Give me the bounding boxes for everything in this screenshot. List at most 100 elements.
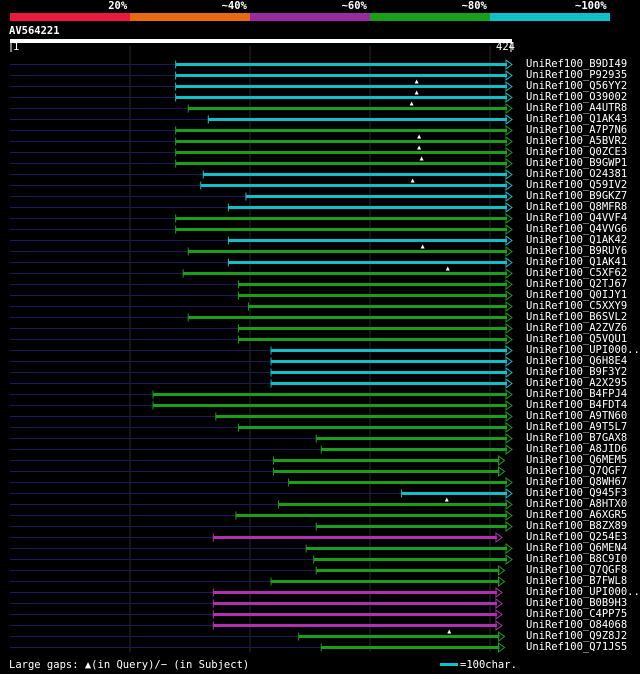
hit-bar[interactable] (153, 404, 507, 407)
hit-bar[interactable] (175, 85, 507, 88)
hit-label[interactable]: UniRef100_Q59IV2 (526, 179, 628, 191)
hit-label[interactable]: UniRef100_Q8WH67 (526, 476, 628, 488)
hit-label[interactable]: UniRef100_A9TN60 (526, 410, 628, 422)
hit-label[interactable]: UniRef100_Q1AK41 (526, 256, 628, 268)
hit-bar[interactable] (298, 635, 500, 638)
hit-bar[interactable] (321, 448, 507, 451)
hit-label[interactable]: UniRef100_Q56YY2 (526, 80, 628, 92)
hit-label[interactable]: UniRef100_B9DI49 (526, 58, 628, 70)
hit-label[interactable]: UniRef100_Q9Z8J2 (526, 630, 628, 642)
hit-label[interactable]: UniRef100_A2ZVZ6 (526, 322, 628, 334)
hit-bar[interactable] (245, 195, 507, 198)
hit-bar[interactable] (271, 371, 507, 374)
hit-label[interactable]: UniRef100_B9RUY6 (526, 245, 628, 257)
hit-bar[interactable] (248, 305, 507, 308)
hit-bar[interactable] (188, 250, 507, 253)
hit-bar[interactable] (183, 272, 507, 275)
hit-label[interactable]: UniRef100_A5BVR2 (526, 135, 628, 147)
hit-label[interactable]: UniRef100_B7GAX8 (526, 432, 628, 444)
hit-bar[interactable] (188, 316, 507, 319)
hit-bar[interactable] (278, 503, 507, 506)
hit-bar[interactable] (238, 338, 507, 341)
hit-label[interactable]: UniRef100_Q0IJY1 (526, 289, 628, 301)
hit-label[interactable]: UniRef100_A8JID6 (526, 443, 628, 455)
hit-label[interactable]: UniRef100_Q4VVF4 (526, 212, 628, 224)
hit-label[interactable]: UniRef100_C5XF62 (526, 267, 628, 279)
hit-bar[interactable] (316, 437, 507, 440)
hit-label[interactable]: UniRef100_Q0ZCE3 (526, 146, 628, 158)
hit-label[interactable]: UniRef100_B4FPJ4 (526, 388, 628, 400)
hit-bar[interactable] (271, 580, 500, 583)
hit-label[interactable]: UniRef100_B9GKZ7 (526, 190, 628, 202)
hit-bar[interactable] (228, 261, 507, 264)
hit-bar[interactable] (316, 525, 507, 528)
hit-label[interactable]: UniRef100_O39002 (526, 91, 628, 103)
hit-bar[interactable] (175, 96, 507, 99)
hit-label[interactable]: UniRef100_P92935 (526, 69, 628, 81)
hit-bar[interactable] (213, 536, 497, 539)
hit-bar[interactable] (175, 162, 507, 165)
hit-bar[interactable] (208, 118, 508, 121)
hit-label[interactable]: UniRef100_C4PP75 (526, 608, 628, 620)
hit-bar[interactable] (288, 481, 507, 484)
hit-bar[interactable] (203, 173, 507, 176)
hit-label[interactable]: UniRef100_B4FDT4 (526, 399, 628, 411)
hit-bar[interactable] (273, 459, 500, 462)
hit-bar[interactable] (321, 646, 500, 649)
hit-label[interactable]: UniRef100_B6SVL2 (526, 311, 628, 323)
hit-label[interactable]: UniRef100_B9GWP1 (526, 157, 628, 169)
hit-bar[interactable] (188, 107, 507, 110)
hit-bar[interactable] (153, 393, 507, 396)
hit-bar[interactable] (271, 360, 507, 363)
hit-bar[interactable] (213, 624, 497, 627)
hit-bar[interactable] (213, 602, 497, 605)
hit-label[interactable]: UniRef100_Q7QGF8 (526, 564, 628, 576)
hit-bar[interactable] (175, 217, 507, 220)
hit-label[interactable]: UniRef100_UPI000.. (526, 344, 640, 356)
hit-bar[interactable] (175, 140, 507, 143)
hit-label[interactable]: UniRef100_Q7QGF7 (526, 465, 628, 477)
hit-bar[interactable] (213, 591, 497, 594)
hit-bar[interactable] (401, 492, 507, 495)
hit-label[interactable]: UniRef100_A6XGR5 (526, 509, 628, 521)
hit-label[interactable]: UniRef100_O24381 (526, 168, 628, 180)
hit-bar[interactable] (175, 228, 507, 231)
hit-label[interactable]: UniRef100_Q6MEN4 (526, 542, 628, 554)
hit-label[interactable]: UniRef100_Q6MEM5 (526, 454, 628, 466)
hit-bar[interactable] (273, 470, 500, 473)
hit-bar[interactable] (238, 426, 507, 429)
hit-bar[interactable] (316, 569, 500, 572)
hit-label[interactable]: UniRef100_O84068 (526, 619, 628, 631)
hit-bar[interactable] (215, 415, 507, 418)
hit-label[interactable]: UniRef100_A4UTR8 (526, 102, 628, 114)
hit-label[interactable]: UniRef100_Q2TJ67 (526, 278, 628, 290)
hit-label[interactable]: UniRef100_Q1AK42 (526, 234, 628, 246)
hit-bar[interactable] (228, 206, 507, 209)
hit-label[interactable]: UniRef100_Q71JS5 (526, 641, 628, 653)
hit-bar[interactable] (175, 63, 507, 66)
hit-bar[interactable] (235, 514, 507, 517)
hit-label[interactable]: UniRef100_Q945F3 (526, 487, 628, 499)
hit-bar[interactable] (200, 184, 507, 187)
hit-label[interactable]: UniRef100_Q4VVG6 (526, 223, 628, 235)
hit-bar[interactable] (271, 349, 507, 352)
hit-bar[interactable] (175, 129, 507, 132)
hit-bar[interactable] (271, 382, 507, 385)
hit-label[interactable]: UniRef100_UPI000.. (526, 586, 640, 598)
hit-label[interactable]: UniRef100_A2X295 (526, 377, 628, 389)
hit-bar[interactable] (238, 294, 507, 297)
hit-label[interactable]: UniRef100_A8HTX0 (526, 498, 628, 510)
hit-label[interactable]: UniRef100_B9F3Y2 (526, 366, 628, 378)
hit-label[interactable]: UniRef100_A9T5L7 (526, 421, 628, 433)
hit-label[interactable]: UniRef100_B0B9H3 (526, 597, 628, 609)
hit-label[interactable]: UniRef100_A7P7N6 (526, 124, 628, 136)
hit-label[interactable]: UniRef100_C5XXY9 (526, 300, 628, 312)
hit-label[interactable]: UniRef100_B7FWL8 (526, 575, 628, 587)
hit-bar[interactable] (213, 613, 497, 616)
hit-bar[interactable] (306, 547, 507, 550)
hit-label[interactable]: UniRef100_B8C9I0 (526, 553, 628, 565)
hit-label[interactable]: UniRef100_Q5VQU1 (526, 333, 628, 345)
hit-label[interactable]: UniRef100_Q1AK43 (526, 113, 628, 125)
hit-label[interactable]: UniRef100_Q8MFR8 (526, 201, 628, 213)
hit-label[interactable]: UniRef100_Q254E3 (526, 531, 628, 543)
